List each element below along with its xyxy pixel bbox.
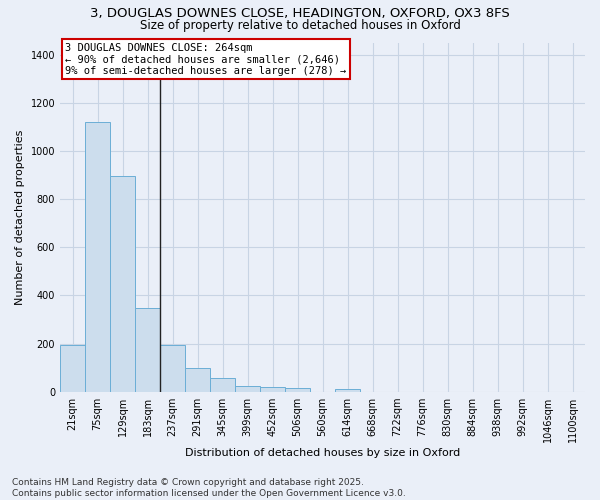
Bar: [135, 308, 160, 392]
Y-axis label: Number of detached properties: Number of detached properties: [15, 130, 25, 305]
Bar: [260, 386, 285, 392]
Text: 3 DOUGLAS DOWNES CLOSE: 264sqm
← 90% of detached houses are smaller (2,646)
9% o: 3 DOUGLAS DOWNES CLOSE: 264sqm ← 90% of …: [65, 42, 347, 76]
Bar: [285, 388, 310, 392]
Text: 3, DOUGLAS DOWNES CLOSE, HEADINGTON, OXFORD, OX3 8FS: 3, DOUGLAS DOWNES CLOSE, HEADINGTON, OXF…: [90, 8, 510, 20]
Bar: [210, 378, 235, 392]
Bar: [335, 390, 360, 392]
Bar: [110, 176, 135, 392]
Bar: [60, 345, 85, 392]
Text: Contains HM Land Registry data © Crown copyright and database right 2025.
Contai: Contains HM Land Registry data © Crown c…: [12, 478, 406, 498]
Text: Size of property relative to detached houses in Oxford: Size of property relative to detached ho…: [140, 19, 460, 32]
X-axis label: Distribution of detached houses by size in Oxford: Distribution of detached houses by size …: [185, 448, 460, 458]
Bar: [235, 386, 260, 392]
Bar: [85, 122, 110, 392]
Bar: [185, 368, 210, 392]
Bar: [160, 345, 185, 392]
